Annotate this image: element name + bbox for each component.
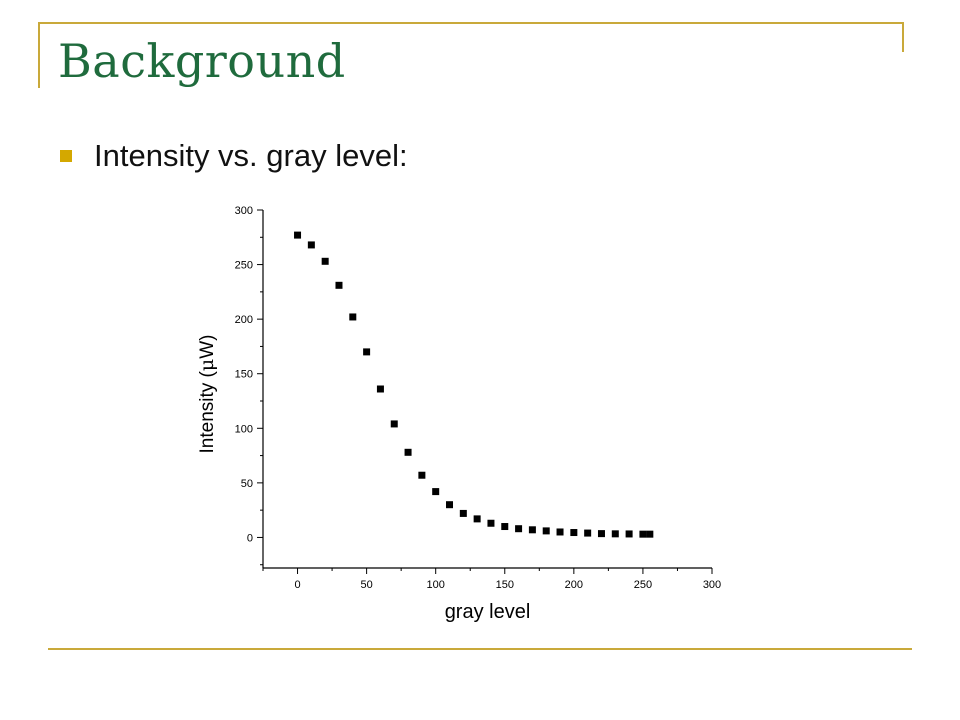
data-point [418, 471, 426, 479]
frame-bottom-rule [48, 648, 912, 650]
data-point [376, 385, 384, 393]
x-tick-label: 200 [565, 579, 583, 591]
data-point [307, 241, 315, 249]
intensity-scatter-chart: 0 50 100 150 200 250 300 0 50 100 150 200 250 300 gray… [196, 205, 721, 623]
data-point [515, 525, 523, 533]
frame-left-rule [38, 22, 40, 88]
x-tick-label: 100 [427, 579, 445, 591]
bullet-item: Intensity vs. gray level: [60, 138, 408, 174]
data-point [625, 530, 633, 538]
data-point [639, 530, 647, 538]
x-tick-label: 250 [634, 579, 652, 591]
data-point [646, 530, 654, 538]
frame-top-rule [38, 22, 904, 24]
y-tick-label: 50 [241, 478, 253, 490]
x-tick-label: 150 [496, 579, 514, 591]
x-tick-label: 0 [294, 579, 300, 591]
y-tick-label: 200 [235, 314, 253, 326]
data-point [473, 515, 481, 523]
data-point [570, 529, 578, 537]
data-point [459, 509, 467, 517]
y-axis-label: Intensity (μW) [196, 335, 218, 454]
data-point [597, 530, 605, 538]
data-point [404, 448, 412, 456]
data-point [335, 281, 343, 289]
data-point [294, 231, 302, 239]
frame-right-rule [902, 22, 904, 52]
data-point [487, 519, 495, 527]
data-point [501, 523, 509, 531]
data-point [542, 527, 550, 535]
data-point [611, 530, 619, 538]
x-tick-label: 50 [360, 579, 372, 591]
data-point [432, 488, 440, 496]
y-tick-label: 250 [235, 260, 253, 272]
x-axis-label: gray level [445, 601, 531, 623]
data-point [390, 420, 398, 428]
y-tick-label: 0 [247, 532, 253, 544]
bullet-square-icon [60, 150, 72, 162]
y-tick-label: 150 [235, 369, 253, 381]
data-point [584, 529, 592, 537]
data-point [528, 526, 536, 534]
data-point [446, 501, 454, 509]
slide-title: Background [58, 34, 346, 88]
y-tick-label: 100 [235, 423, 253, 435]
data-point [349, 313, 357, 321]
bullet-text: Intensity vs. gray level: [94, 138, 408, 173]
x-tick-label: 300 [703, 579, 721, 591]
data-point [321, 257, 329, 265]
data-point [363, 348, 371, 356]
data-point [556, 528, 564, 536]
y-tick-label: 300 [235, 205, 253, 217]
